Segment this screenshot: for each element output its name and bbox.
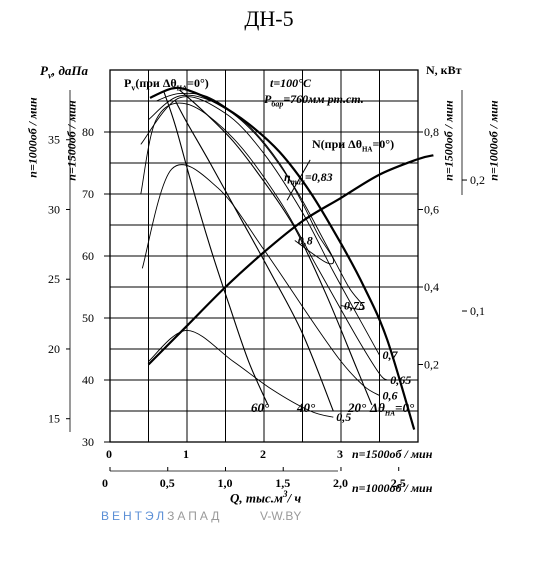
pv-1500-tick-label: 50 <box>82 311 94 325</box>
efficiency-contour <box>140 96 380 356</box>
pv-curve-label: Pv(при ΔθНА=0°) <box>124 76 209 93</box>
x-1500-tick-label: 3 <box>337 447 343 461</box>
efficiency-contour-label: 0,5 <box>336 410 351 424</box>
pv-1000-tick-label: 15 <box>48 412 60 426</box>
efficiency-contour <box>141 164 380 396</box>
x-1500-tick-label: 1 <box>183 447 189 461</box>
n-1000-tick-label: 0,1 <box>470 304 485 318</box>
pv-axis-label: Pv, даПа <box>40 63 89 81</box>
pv-1000-axis-label: n=1000об / мин <box>25 97 40 178</box>
pv-curve <box>149 86 416 430</box>
guide-vane-curve <box>178 89 373 406</box>
angle-60-label: 60° <box>251 400 270 415</box>
angle-20-label: 20° <box>348 400 367 415</box>
n-1000-tick-label: 0,2 <box>470 173 485 187</box>
efficiency-contour <box>148 329 334 418</box>
x-1500-tick-label: 2 <box>260 447 266 461</box>
n-1000-axis-label: n=1000об / мин <box>486 100 501 181</box>
chart-title: ДН-5 <box>244 6 294 31</box>
n-1500-tick-label: 0,2 <box>424 358 439 372</box>
n-1500-tick-label: 0,6 <box>424 203 439 217</box>
temperature-label: t=100°C <box>270 76 311 90</box>
pv-1500-tick-label: 80 <box>82 125 94 139</box>
angle-40-label: 40° <box>297 400 316 415</box>
n-curve-label: N(при ΔθНА=0°) <box>312 137 395 154</box>
watermark-site: V-W.BY <box>260 509 302 523</box>
x-1000-tick-label: 2,5 <box>391 476 406 490</box>
eta-max-leader <box>286 159 311 201</box>
angle-0-label: ΔθНА=0° <box>370 400 415 418</box>
x-1000-tick-label: 1,0 <box>217 476 232 490</box>
x-1000-tick-label: 0 <box>102 476 108 490</box>
watermark-brand: ВЕНТЭЛЗАПАД <box>101 509 223 523</box>
n-1500-axis-label: n=1500об / мин <box>441 100 456 181</box>
pressure-label: Pбар=760мм рт.ст. <box>264 92 364 109</box>
efficiency-contour-label: 0,7 <box>383 348 399 362</box>
guide-vane-curve <box>163 91 269 406</box>
pv-1500-axis-label: n=1500об / мин <box>64 100 79 181</box>
pv-1500-tick-label: 60 <box>82 249 94 263</box>
n-axis-label: N, кВт <box>426 63 462 77</box>
efficiency-contour <box>140 102 388 381</box>
q-axis-label: Q, тыс.м3/ ч <box>230 489 302 506</box>
pv-1500-tick-label: 30 <box>82 435 94 449</box>
efficiency-contour-label: 0,75 <box>344 299 365 313</box>
n-curve <box>147 154 434 366</box>
efficiency-contour-label: 0,8 <box>298 234 313 248</box>
pv-1000-tick-label: 30 <box>48 202 60 216</box>
pv-1000-tick-label: 20 <box>48 342 60 356</box>
pv-1500-tick-label: 70 <box>82 187 94 201</box>
x-1500-axis-label: n=1500об / мин <box>352 447 433 461</box>
x-1000-tick-label: 2,0 <box>333 476 348 490</box>
n-1500-tick-label: 0,4 <box>424 280 439 294</box>
eta-max-label: ηmax=0,83 <box>284 170 333 187</box>
x-1000-tick-label: 1,5 <box>275 476 290 490</box>
x-1500-tick-label: 0 <box>106 447 112 461</box>
n-1500-tick-label: 0,8 <box>424 125 439 139</box>
x-1000-tick-label: 0,5 <box>160 476 175 490</box>
pv-1000-tick-label: 35 <box>48 133 60 147</box>
pv-1500-tick-label: 40 <box>82 373 94 387</box>
pv-1000-tick-label: 25 <box>48 272 60 286</box>
efficiency-contour-label: 0,6 <box>383 389 398 403</box>
guide-vane-curve <box>174 100 334 412</box>
x-1000-axis-label: n=1000об / мин <box>352 481 433 495</box>
